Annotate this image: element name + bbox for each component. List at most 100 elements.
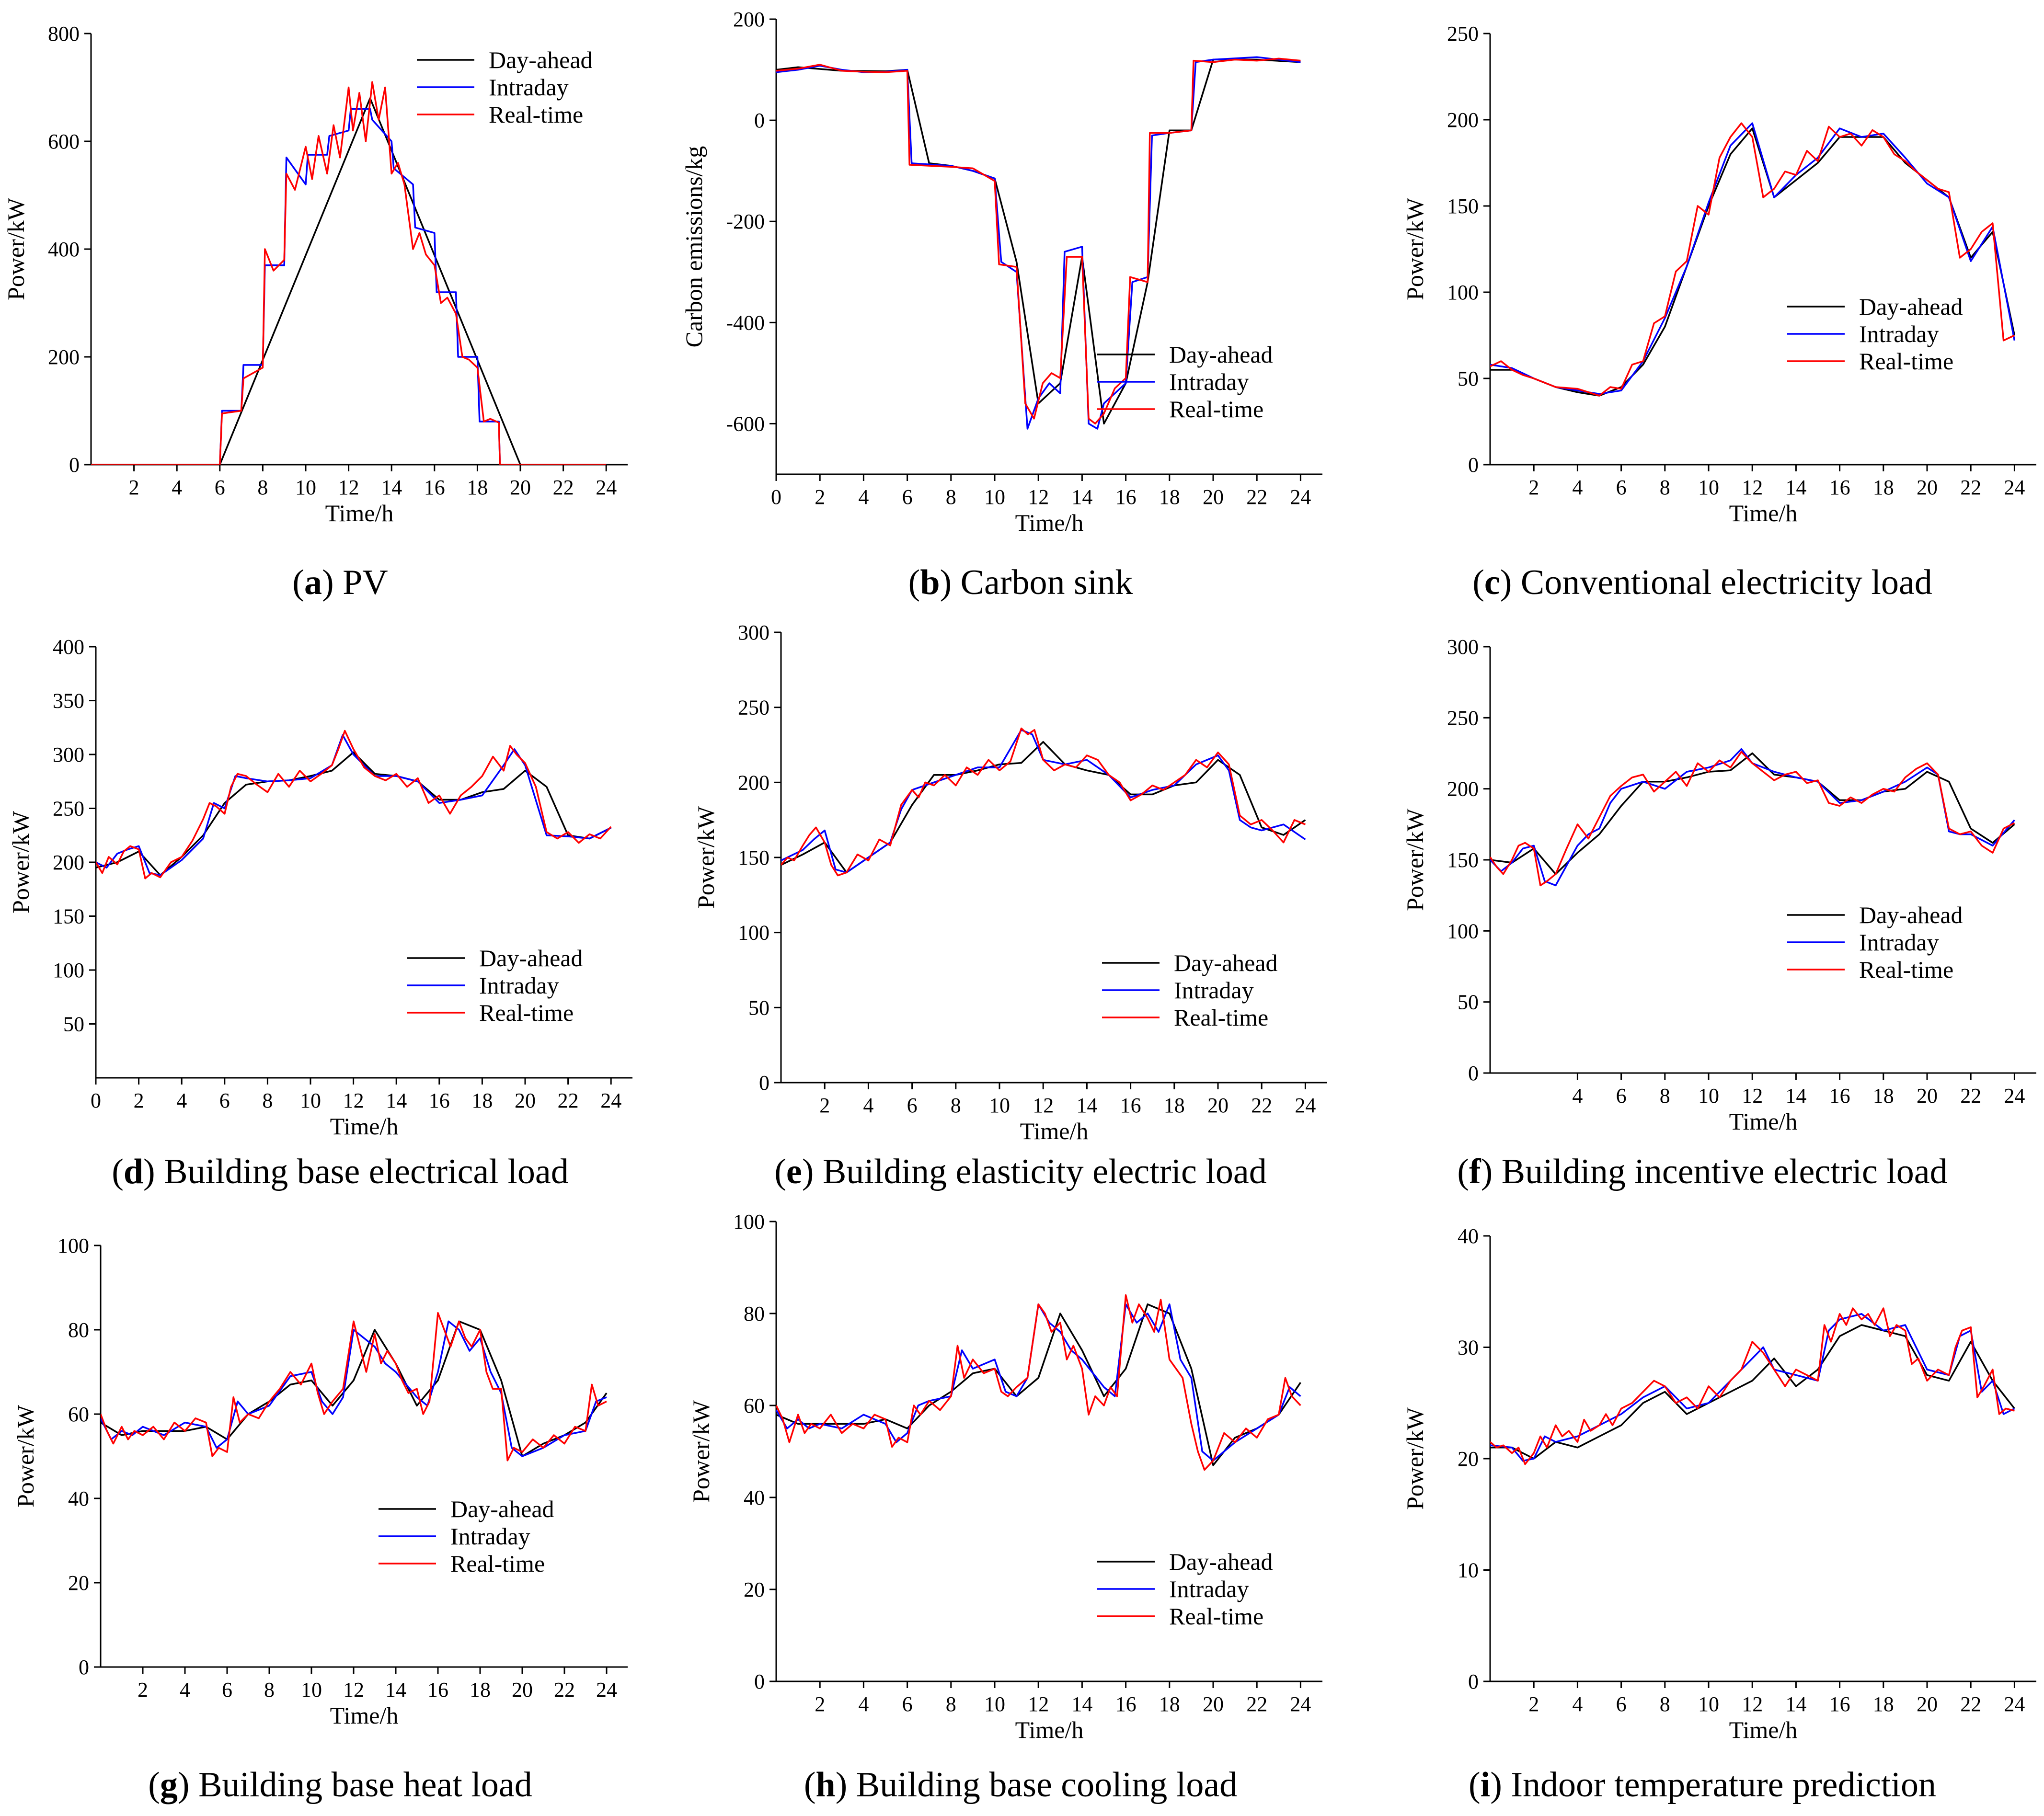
caption-paren-open: (: [292, 563, 304, 602]
panel-b: 0 2 4 6 8 10 12 14 16 18 20 22 24 -600 -400 -200 0 200 Tim…: [680, 0, 1361, 604]
x-tick-label: 8: [264, 1678, 275, 1702]
legend-label: Real-time: [1859, 956, 1953, 983]
panel-c: 2 4 6 8 10 12 14 16 18 20 22 24 0 50 100 150 200 250 Time/…: [1361, 0, 2044, 604]
legend-label: Day-ahead: [479, 945, 583, 971]
x-tick-label: 24: [596, 476, 617, 499]
legend-label: Real-time: [479, 999, 574, 1026]
x-tick-label: 6: [222, 1678, 232, 1702]
x-axis-label: Time/h: [1015, 1716, 1084, 1743]
y-tick-label: 40: [744, 1486, 765, 1509]
series-group: [1490, 1307, 2015, 1465]
series-group: [1490, 748, 2015, 887]
legend-label: Intraday: [1169, 1576, 1249, 1602]
x-tick-label: 20: [1203, 485, 1224, 509]
series-line-day-ahead: [101, 1320, 608, 1457]
legend-label: Intraday: [1174, 977, 1254, 1004]
panel-d: 0 2 4 6 8 10 12 14 16 18 20 22 24 50 100 150 200 250 300 35…: [0, 604, 680, 1198]
y-tick-label: 600: [48, 130, 80, 153]
y-tick-label: 80: [744, 1302, 765, 1325]
series-line-intraday: [91, 108, 607, 465]
y-tick-label: 20: [744, 1578, 765, 1601]
x-tick-label: 10: [989, 1094, 1010, 1117]
x-tick-label: 20: [1917, 1084, 1938, 1108]
y-tick-label: 60: [744, 1394, 765, 1417]
series-line-day-ahead: [91, 97, 607, 465]
x-tick-label: 6: [902, 1692, 913, 1716]
x-tick-label: 8: [951, 1094, 961, 1117]
x-tick-label: 12: [338, 476, 359, 499]
y-tick-label: 10: [1458, 1559, 1479, 1582]
x-tick-label: 0: [91, 1089, 101, 1112]
y-tick-label: 250: [53, 797, 84, 821]
y-tick-label: 250: [738, 696, 769, 720]
series-line-day-ahead: [96, 751, 611, 876]
chart-a: 2 4 6 8 10 12 14 16 18 20 22 240200400600800Time/hP…: [2, 22, 628, 602]
legend-label: Day-ahead: [1174, 949, 1278, 976]
y-tick-label: 400: [53, 635, 84, 659]
y-tick-label: -600: [726, 412, 765, 435]
panel-caption: (f) Building incentive electric load: [1457, 1152, 1947, 1191]
x-tick-label: 24: [1295, 1094, 1316, 1117]
x-tick-label: 8: [946, 485, 956, 509]
series-line-real-time: [776, 57, 1301, 425]
y-axis-label: Power/kW: [2, 197, 29, 300]
caption-text: Building base electrical load: [155, 1152, 569, 1191]
x-tick-label: 16: [1120, 1094, 1141, 1117]
x-tick-label: 2: [1528, 1692, 1539, 1716]
x-tick-label: 24: [2004, 1692, 2025, 1716]
x-tick-label: 16: [429, 1089, 450, 1112]
y-tick-label: 50: [1458, 367, 1479, 390]
y-tick-label: 150: [1447, 194, 1479, 218]
y-tick-label: 100: [1447, 281, 1479, 304]
x-axis-label: Time/h: [330, 1702, 399, 1729]
caption-letter: c: [1484, 563, 1500, 602]
x-tick-label: 18: [1873, 476, 1894, 499]
x-axis-label: Time/h: [330, 1113, 399, 1140]
legend-label: Day-ahead: [1859, 902, 1963, 928]
caption-text: Carbon sink: [952, 563, 1133, 602]
x-tick-label: 4: [858, 485, 869, 509]
caption-paren-open: (: [1472, 563, 1484, 602]
y-tick-label: 250: [1447, 22, 1479, 46]
x-tick-label: 12: [1742, 476, 1763, 499]
x-tick-label: 18: [1164, 1094, 1185, 1117]
x-tick-label: 16: [1829, 1692, 1850, 1716]
series-line-real-time: [101, 1312, 607, 1462]
y-tick-label: 30: [1458, 1336, 1479, 1359]
legend-label: Intraday: [450, 1523, 530, 1550]
x-tick-label: 20: [1917, 1692, 1938, 1716]
x-tick-label: 4: [863, 1094, 873, 1117]
panel-a: 2 4 6 8 10 12 14 16 18 20 22 24 0 200 400 600 800 Time/h P…: [0, 0, 680, 604]
caption-letter: h: [815, 1765, 835, 1805]
caption-paren-open: (: [1457, 1152, 1469, 1191]
x-axis-label: Time/h: [1015, 509, 1084, 536]
panel-g: 2 4 6 8 10 12 14 16 18 20 22 24 0 20 40 60 80 100 Time/h Po…: [0, 1198, 680, 1814]
x-tick-label: 6: [215, 476, 225, 499]
x-tick-label: 6: [219, 1089, 230, 1112]
caption-text: PV: [334, 563, 388, 602]
x-tick-label: 24: [2004, 476, 2025, 499]
x-tick-label: 6: [1616, 476, 1627, 499]
series-group: [91, 81, 607, 465]
caption-paren-close: ): [143, 1152, 155, 1191]
series-line-intraday: [776, 1303, 1301, 1462]
panel-caption: (a) PV: [292, 563, 388, 602]
y-tick-label: 0: [754, 109, 765, 132]
y-axis-label: Power/kW: [1401, 808, 1428, 911]
caption-letter: g: [160, 1765, 178, 1805]
series-line-day-ahead: [1490, 752, 2015, 875]
x-tick-label: 12: [1028, 485, 1049, 509]
caption-letter: d: [124, 1152, 143, 1191]
x-tick-label: 10: [295, 476, 316, 499]
x-tick-label: 14: [386, 1089, 407, 1112]
y-tick-label: -200: [726, 210, 765, 233]
y-tick-label: 100: [1447, 919, 1479, 943]
y-tick-label: 60: [68, 1403, 89, 1426]
legend-label: Day-ahead: [1169, 341, 1273, 368]
x-tick-label: 6: [907, 1094, 918, 1117]
caption-paren-close: ): [1481, 1152, 1493, 1191]
legend-label: Intraday: [479, 972, 559, 999]
y-tick-label: 80: [68, 1318, 89, 1342]
y-tick-label: 300: [738, 621, 769, 644]
